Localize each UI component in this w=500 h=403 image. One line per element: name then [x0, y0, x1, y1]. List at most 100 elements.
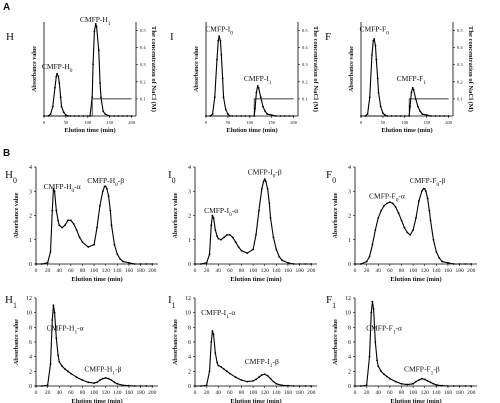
chart-b-0-data-point — [105, 187, 108, 190]
chart-b-4-data-point — [269, 377, 272, 380]
chart-a-2-letter: F — [325, 31, 331, 43]
chart-a-2-y-label: Absorbance value — [349, 46, 355, 92]
chart-b-1-data-point — [275, 248, 278, 251]
chart-b-4-data-point — [263, 373, 266, 376]
chart-b-4-y-label: Absorbance value — [173, 319, 179, 365]
chart-b-1-x-tick-label: 120 — [261, 268, 270, 274]
chart-b-0-x-label: Elution time (min) — [71, 276, 122, 283]
chart-a-2-data-point — [364, 115, 367, 117]
chart-a-2-y2-tick-label: 0.1 — [457, 96, 463, 101]
chart-b-2-data-point — [388, 201, 391, 204]
chart-b-5-data-point — [394, 380, 397, 383]
chart-b-0-data-point — [139, 263, 142, 265]
chart-b-3-data-point — [58, 360, 61, 363]
chart-b-2-data-point — [391, 202, 394, 205]
chart-b-0-data-point — [61, 226, 64, 229]
chart-b-5-data-point — [415, 380, 417, 383]
chart-b-4-x-tick-label: 60 — [227, 390, 233, 396]
chart-b-1-x-tick-label: 140 — [272, 268, 281, 274]
chart-b-2-x-tick-label: 180 — [455, 268, 464, 274]
chart-a-2-y2-tick-label: 0.4 — [457, 45, 463, 50]
chart-b-2-data-point — [458, 263, 461, 265]
chart-b-5-peak-annotation: CMFP-F1-α — [366, 323, 402, 335]
chart-b-5-y-tick-label: 8 — [348, 325, 351, 331]
chart-b-5-letter: F1 — [326, 294, 336, 310]
chart-a-1-data-point — [217, 39, 220, 42]
chart-b-2-data-point — [412, 229, 414, 231]
chart-a-0-y2-label: The concentration of NaCl (M) — [150, 26, 157, 112]
chart-b-3-data-point — [107, 377, 110, 380]
chart-b-5-x-tick-label: 40 — [375, 390, 381, 396]
chart-a-0-data-point — [49, 113, 52, 116]
chart-b-4-data-point — [240, 379, 243, 382]
chart-a-0-data-point — [104, 113, 107, 116]
chart-b-2-y-tick-label: 1 — [348, 238, 351, 244]
chart-a-0-salt-gradient — [44, 98, 132, 117]
chart-b-3-x-tick-label: 20 — [45, 390, 51, 396]
chart-b-3-x-tick-label: 40 — [56, 390, 62, 396]
chart-b-5-x-tick-label: 80 — [399, 390, 405, 396]
chart-b-1-data-point — [217, 237, 220, 240]
chart-b-2-x-tick-label: 200 — [467, 268, 476, 274]
chart-b-3-data-point — [46, 384, 49, 387]
chart-b-3-data-point — [49, 363, 52, 365]
chart-b-1-data-point — [287, 261, 289, 264]
chart-b-5-x-tick-label: 160 — [444, 390, 453, 396]
chart-b-1-data-point — [263, 178, 266, 181]
chart-b-3-series-line — [36, 304, 153, 387]
chart-b-0-data-point — [57, 219, 59, 222]
chart-b-1-series-line — [195, 178, 312, 265]
chart-a-2-data-point — [417, 105, 419, 108]
chart-b-4-data-point — [272, 380, 275, 383]
chart-b-1-data-point — [298, 263, 301, 265]
chart-b-0-data-point — [107, 195, 110, 198]
chart-b-2-x-tick-label: 40 — [375, 268, 381, 274]
chart-b-3-data-point — [52, 304, 55, 307]
chart-b-5-data-point — [376, 359, 378, 362]
chart-a-1-y2-tick-label: 0.3 — [302, 62, 308, 67]
chart-b-4-data-point — [281, 384, 284, 387]
chart-b-2-y-tick-label: 2 — [348, 214, 351, 220]
chart-b-3-y-tick-label: 10 — [26, 311, 32, 317]
chart-a-2-data-point — [434, 115, 437, 117]
chart-a-1-data-point — [257, 86, 260, 89]
chart-b-0-data-point — [69, 219, 72, 222]
chart-b-1-data-point — [208, 253, 211, 256]
chart-a-2-data-point — [373, 38, 376, 40]
chart-b-2-data-point — [429, 219, 432, 222]
chart-b-2-data-point — [432, 238, 435, 241]
chart-b-3-x-tick-label: 140 — [113, 390, 122, 396]
chart-b-3-data-point — [87, 381, 90, 384]
chart-a-0-y2-tick-label: 0.2 — [140, 79, 146, 84]
chart-b-2-data-point — [447, 261, 449, 264]
chart-b-1-data-point — [264, 180, 267, 183]
chart-b-2-data-point — [438, 257, 441, 259]
chart-b-0-peak-annotation: CMFP-H0-α — [44, 182, 81, 194]
chart-b-0-x-tick-label: 40 — [56, 268, 62, 274]
chart-b-0-peak-annotation: CMFP-H0-β — [87, 176, 124, 188]
chart-a-0-data-point — [56, 72, 59, 75]
chart-b-4-data-point — [212, 333, 215, 336]
chart-a-2-y2-label: The concentration of NaCl (M) — [467, 26, 474, 112]
chart-a-1-data-point — [224, 108, 227, 111]
chart-a-1-data-point — [222, 96, 225, 99]
chart-b-3-y-tick-label: 4 — [29, 355, 32, 361]
chart-b-2-data-point — [400, 219, 403, 222]
chart-b-2-data-point — [424, 190, 427, 193]
chart-a-0-x-tick-label: 150 — [106, 120, 114, 125]
chart-a-0-x-tick-label: 100 — [84, 120, 92, 125]
chart-a-1-y2-tick-label: 0.2 — [302, 79, 308, 84]
chart-a-2-x-tick-label: 0 — [360, 120, 363, 125]
chart-b-4-data-point — [260, 374, 263, 376]
chart-b-5-data-point — [452, 385, 455, 387]
chart-b-5-data-point — [368, 355, 371, 358]
chart-a-0-data-point — [65, 114, 67, 116]
chart-b-0-x-tick-label: 0 — [35, 268, 38, 274]
chart-b-1-data-point — [255, 234, 257, 236]
chart-b-0-data-point — [151, 263, 154, 265]
chart-b-3-data-point — [96, 381, 98, 384]
chart-b-2-data-point — [435, 250, 438, 253]
chart-b-1-y-tick-label: 1 — [188, 238, 191, 244]
chart-b-1-y-tick-label: 4 — [188, 165, 191, 171]
chart-b-3-data-point — [113, 381, 116, 384]
